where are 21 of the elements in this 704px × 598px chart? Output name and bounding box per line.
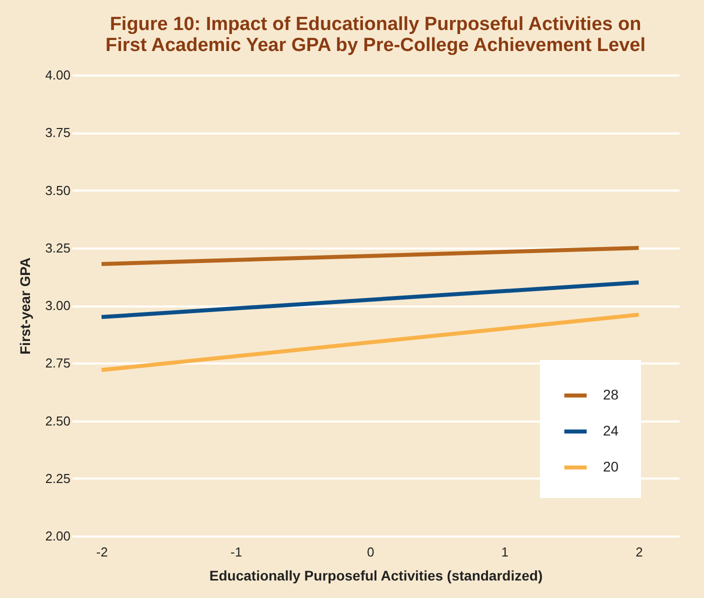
legend-label: 28 xyxy=(603,386,619,402)
y-tick-label: 4.00 xyxy=(45,68,70,82)
text: First Academic Year GPA by Pre-College Achievement Level xyxy=(106,35,646,56)
x-tick-label: 2 xyxy=(636,544,643,560)
y-tick-label: 2.00 xyxy=(45,528,70,544)
legend-label: 24 xyxy=(603,422,619,438)
y-tick-label: 2.75 xyxy=(45,356,70,371)
x-tick-label: -2 xyxy=(96,544,108,560)
y-tick-label: 2.50 xyxy=(45,413,70,428)
y-tick-label: 3.00 xyxy=(45,298,70,313)
y-tick-label: 3.50 xyxy=(45,182,70,198)
y-axis-title: First-year GPA xyxy=(17,258,34,354)
x-tick-label: 0 xyxy=(367,544,374,560)
text: Figure 10: Impact of Educationally Purposeful Activities on xyxy=(110,14,642,35)
y-tick-label: 2.25 xyxy=(45,470,70,486)
y-tick-label: 3.25 xyxy=(45,240,70,256)
legend-label: 20 xyxy=(603,458,619,474)
y-tick-label: 3.75 xyxy=(45,125,70,140)
x-tick-label: 1 xyxy=(501,544,509,560)
x-tick-label: -1 xyxy=(230,544,242,560)
x-axis-title: Educationally Purposeful Activities (standardized) xyxy=(209,568,543,584)
